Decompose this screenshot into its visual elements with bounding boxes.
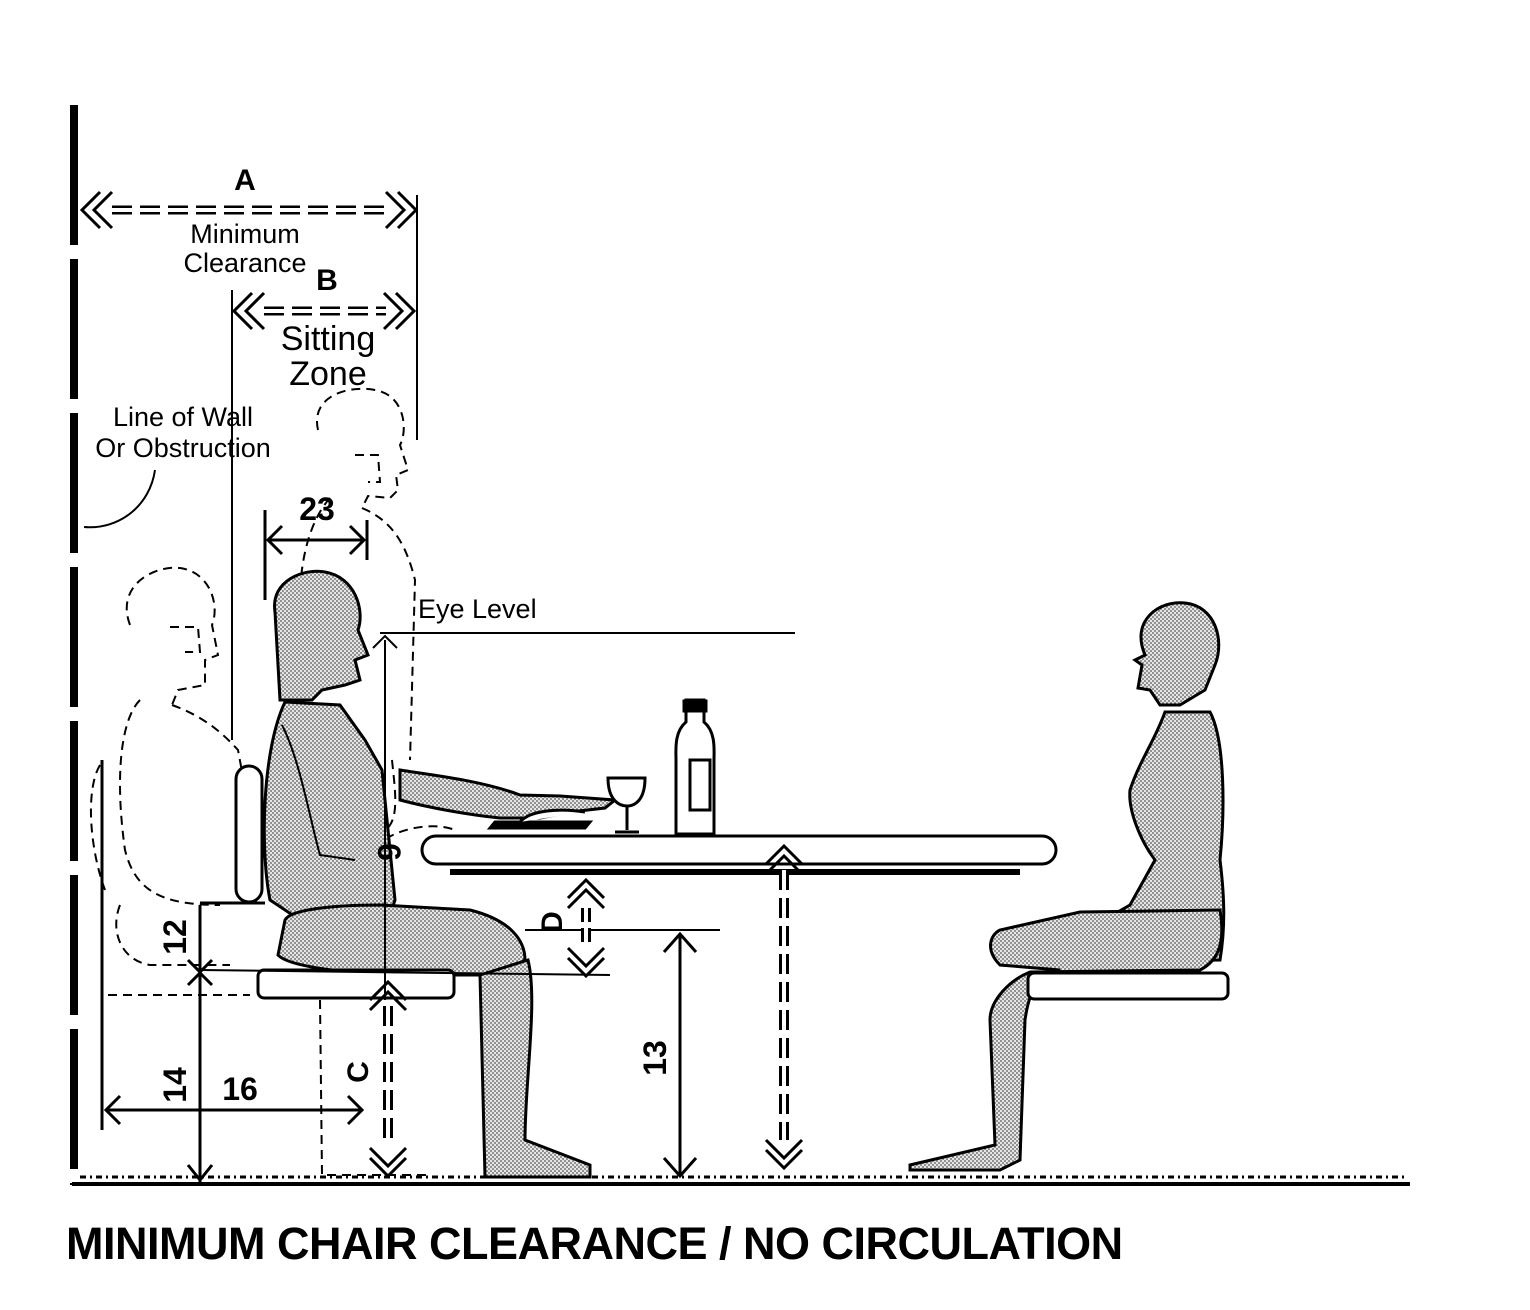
label-zone: Zone (289, 355, 367, 393)
extension-lines (231, 195, 418, 740)
label-clearance: Clearance (183, 248, 306, 278)
under-table-arrow (764, 843, 804, 1171)
dimension-14-label: 14 (157, 1067, 193, 1103)
dimension-d-arrow (566, 877, 606, 979)
plate (486, 808, 594, 830)
diagram-title: MINIMUM CHAIR CLEARANCE / NO CIRCULATION (66, 1218, 1123, 1269)
label-minimum: Minimum (190, 219, 300, 249)
ghost-seated-figure (89, 566, 456, 1176)
main-figure-arm (281, 724, 356, 861)
label-a: A (234, 164, 256, 197)
main-chair-seat (256, 968, 456, 1000)
wall-leader-line (83, 469, 156, 529)
wine-glass (606, 776, 647, 834)
dimension-23-label: 23 (299, 491, 335, 527)
label-b: B (316, 264, 338, 297)
dimension-13-label: 13 (637, 1040, 673, 1076)
dimension-16-label: 16 (222, 1071, 258, 1107)
dimension-12-label: 12 (157, 919, 193, 955)
dimension-b-arrow (231, 291, 417, 331)
table (420, 834, 1058, 875)
label-wall-line1: Line of Wall (113, 402, 253, 432)
label-d: D (536, 911, 569, 933)
dimension-c-arrow (368, 979, 408, 1179)
label-c: C (342, 1061, 375, 1083)
label-eye-level: Eye Level (418, 594, 537, 624)
bottle (674, 698, 716, 836)
opposite-seated-figure (908, 601, 1226, 1172)
dimension-6-label: 6 (371, 843, 407, 861)
label-wall-line2: Or Obstruction (95, 433, 271, 463)
main-seated-figure (262, 569, 619, 1179)
dimension-a-arrow (79, 190, 419, 230)
chair-back (234, 764, 264, 904)
floor-line (72, 1175, 1410, 1186)
seat-height-line (199, 969, 611, 976)
dimension-12-14 (186, 901, 265, 1183)
dimension-23 (263, 510, 369, 600)
dimension-16 (100, 760, 365, 1130)
opposite-chair-seat (1026, 971, 1230, 1001)
dimension-13 (662, 931, 698, 1179)
eye-level-line (372, 632, 795, 1000)
label-sitting: Sitting (281, 320, 376, 358)
